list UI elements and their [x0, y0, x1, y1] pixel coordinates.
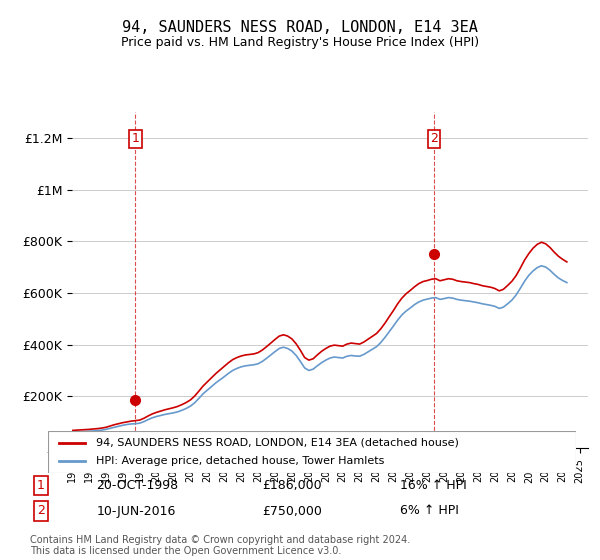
Text: 2: 2 — [37, 505, 45, 517]
Text: 94, SAUNDERS NESS ROAD, LONDON, E14 3EA (detached house): 94, SAUNDERS NESS ROAD, LONDON, E14 3EA … — [95, 438, 458, 448]
Text: 6% ↑ HPI: 6% ↑ HPI — [400, 505, 459, 517]
Text: £750,000: £750,000 — [262, 505, 322, 517]
Text: 94, SAUNDERS NESS ROAD, LONDON, E14 3EA: 94, SAUNDERS NESS ROAD, LONDON, E14 3EA — [122, 20, 478, 35]
Text: 20-OCT-1998: 20-OCT-1998 — [96, 479, 178, 492]
FancyBboxPatch shape — [48, 431, 576, 473]
Text: £186,000: £186,000 — [262, 479, 322, 492]
Text: 1: 1 — [131, 132, 139, 146]
Text: 2: 2 — [430, 132, 438, 146]
Text: Price paid vs. HM Land Registry's House Price Index (HPI): Price paid vs. HM Land Registry's House … — [121, 36, 479, 49]
Text: 16% ↑ HPI: 16% ↑ HPI — [400, 479, 467, 492]
Text: 1: 1 — [37, 479, 45, 492]
Text: HPI: Average price, detached house, Tower Hamlets: HPI: Average price, detached house, Towe… — [95, 456, 384, 466]
Text: 10-JUN-2016: 10-JUN-2016 — [96, 505, 176, 517]
Text: Contains HM Land Registry data © Crown copyright and database right 2024.
This d: Contains HM Land Registry data © Crown c… — [30, 535, 410, 557]
